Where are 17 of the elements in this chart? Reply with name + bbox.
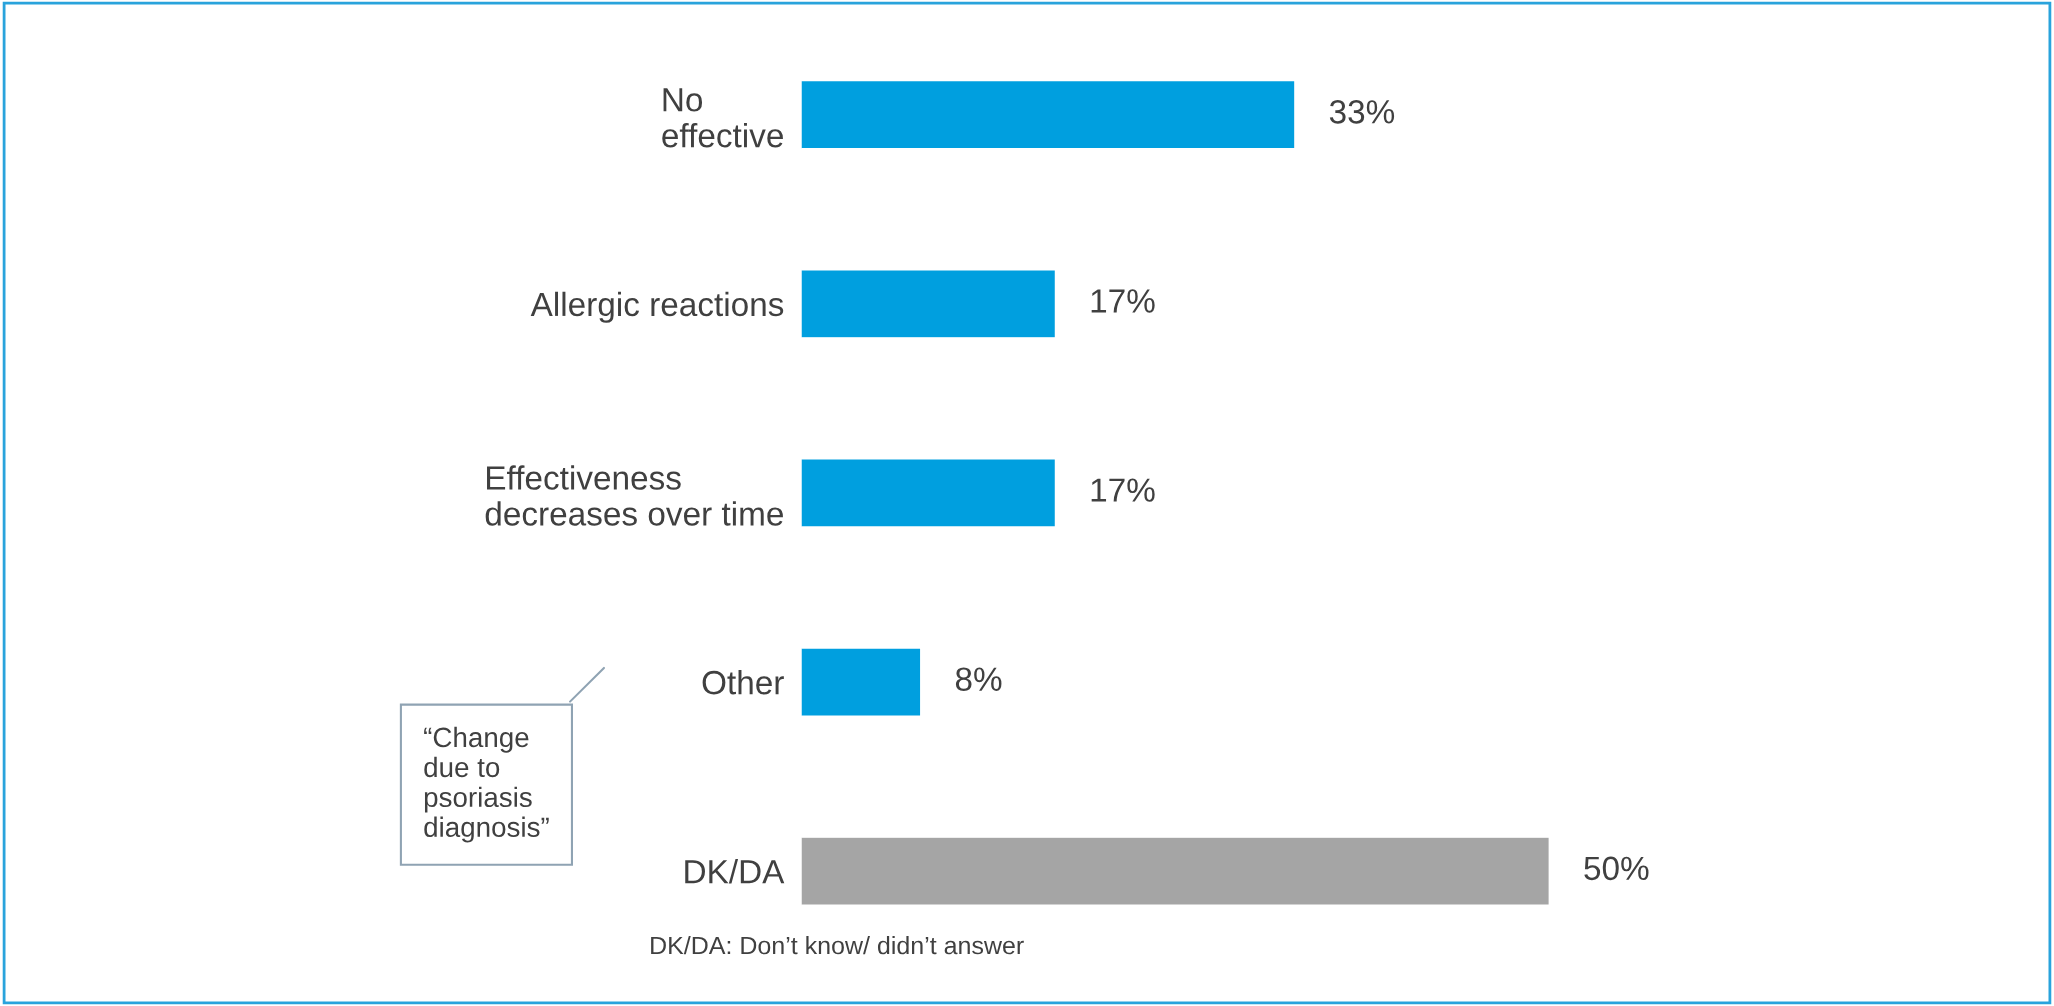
data-label: 17%	[1091, 289, 1155, 313]
y-tick-label: No effective	[662, 88, 783, 148]
bar	[801, 79, 1296, 150]
bar	[801, 647, 922, 717]
data-label: 17%	[1091, 478, 1155, 502]
bar	[801, 269, 1057, 339]
data-label: 50%	[1584, 856, 1649, 881]
annotation: DK/DA: Don’t know/ didn’t answer	[651, 936, 1024, 955]
y-tick-label: DK/DA	[685, 859, 785, 884]
y-tick-label: Effectiveness decreases over time	[485, 465, 783, 526]
bar	[801, 458, 1057, 528]
y-tick-label: Other	[702, 669, 784, 695]
text: “Change due to psoriasis diagnosis”	[424, 726, 549, 843]
data-label: 8%	[955, 667, 1002, 692]
y-tick-label: Allergic reactions	[530, 291, 784, 323]
data-label: 33%	[1329, 100, 1395, 124]
bar	[801, 836, 1550, 906]
